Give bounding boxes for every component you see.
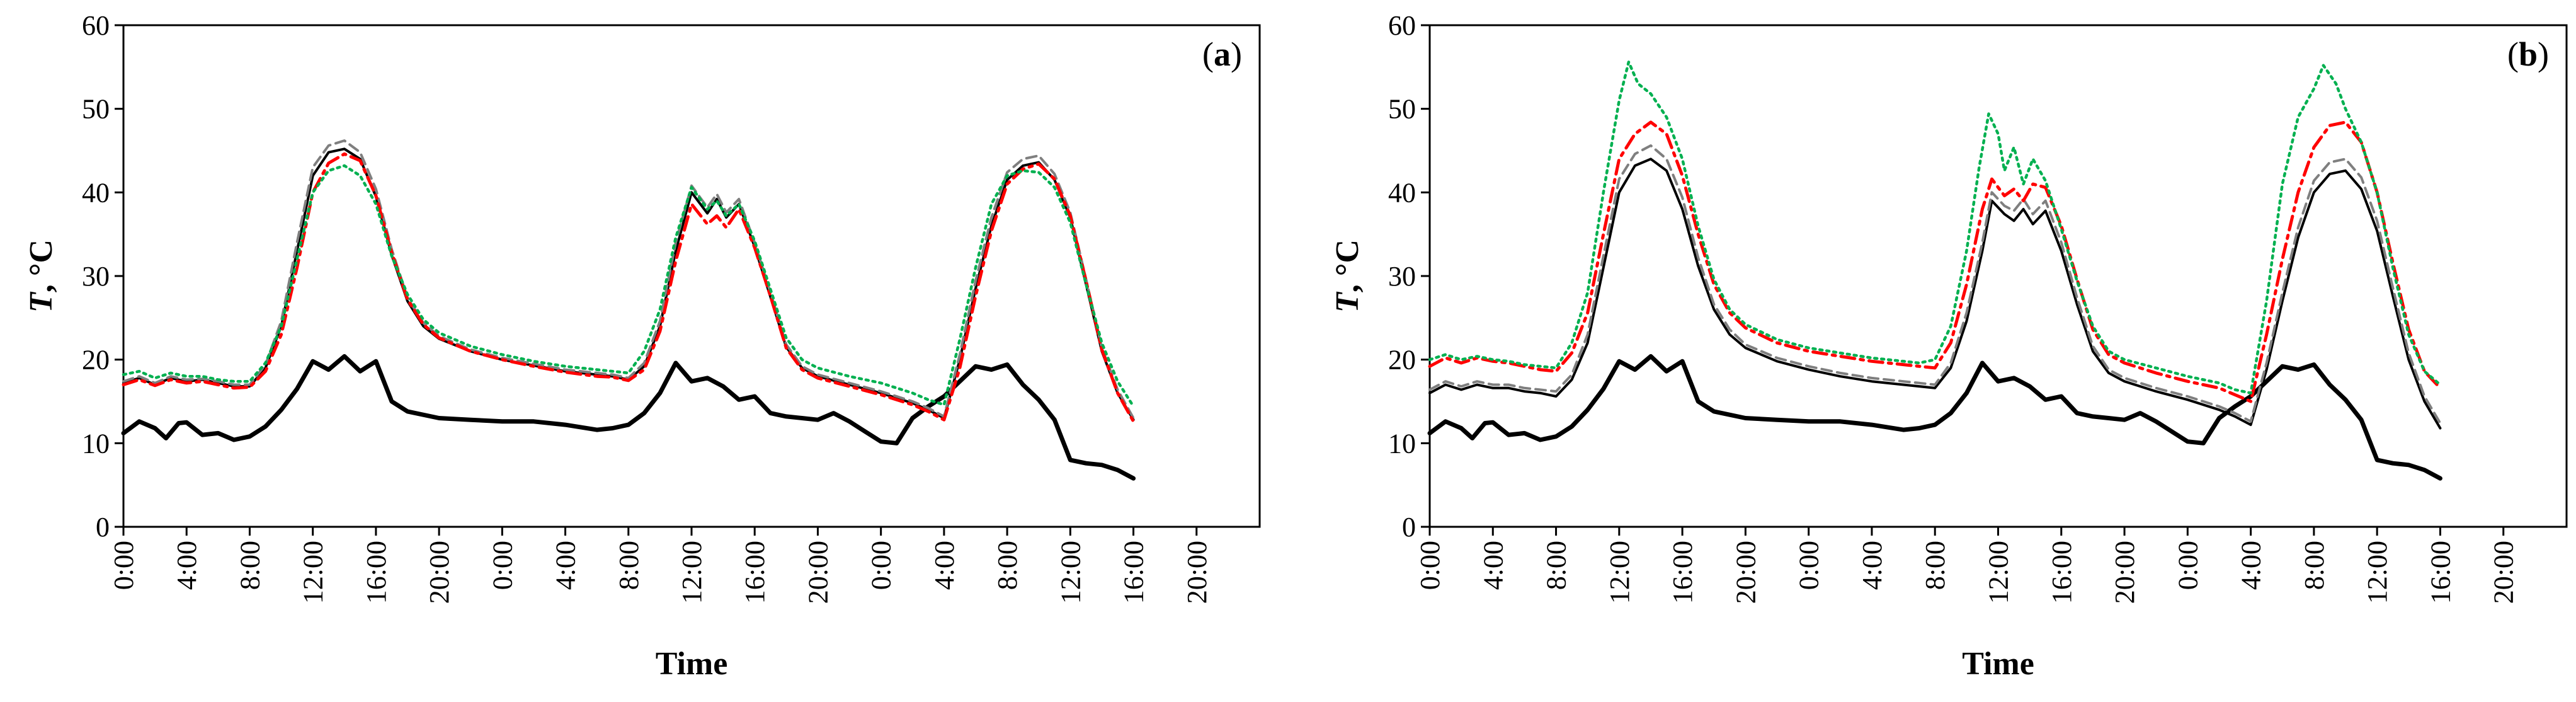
x-tick-label: 20:00 (2488, 541, 2519, 604)
y-axis-title: T, °C (23, 239, 59, 313)
x-tick-label: 8:00 (234, 541, 265, 590)
x-tick-label: 8:00 (2299, 541, 2330, 590)
panel-label: (b) (2507, 35, 2549, 73)
x-tick-label: 4:00 (929, 541, 960, 590)
x-tick-label: 12:00 (2362, 541, 2393, 604)
panel-label-open: ( (2507, 35, 2519, 73)
panel-label-open: ( (1202, 35, 1214, 73)
series-line-series-black (122, 147, 1135, 422)
x-axis-title: Time (1962, 646, 2034, 682)
panel-label-letter: b (2519, 35, 2538, 73)
x-tick-label: 0:00 (1794, 541, 1825, 590)
panel-label-close: ) (2538, 35, 2549, 73)
y-tick-label: 60 (82, 10, 110, 41)
y-axis-symbol: T (1330, 291, 1365, 313)
y-tick-label: 10 (1388, 428, 1416, 459)
x-tick-label: 16:00 (361, 541, 392, 604)
series-line-series-green (1428, 60, 2442, 394)
x-tick-label: 12:00 (1604, 541, 1635, 604)
y-tick-label: 0 (1402, 512, 1416, 543)
x-tick-label: 0:00 (1415, 541, 1445, 590)
x-tick-label: 20:00 (424, 541, 455, 604)
x-tick-label: 4:00 (171, 541, 202, 590)
x-tick-label: 4:00 (2236, 541, 2267, 590)
x-tick-label: 8:00 (1920, 541, 1951, 590)
series-line-series-green (122, 164, 1135, 408)
x-tick-label: 16:00 (739, 541, 770, 604)
y-axis-title: T, °C (1330, 239, 1365, 313)
x-tick-label: 8:00 (613, 541, 644, 590)
panel-a: 0 10 20 30 40 50 60 0:00 4:00 8:00 12:00 16:00 20:00… (23, 10, 1261, 682)
y-tick-label: 30 (82, 261, 110, 292)
series-line-series-black (1428, 158, 2442, 430)
x-tick-label: 16:00 (2425, 541, 2456, 604)
y-tick-label: 30 (1388, 261, 1416, 292)
y-tick-label: 50 (82, 94, 110, 125)
x-tick-label: 4:00 (1478, 541, 1508, 590)
x-tick-label: 20:00 (2109, 541, 2140, 604)
x-tick-label: 16:00 (1119, 541, 1149, 604)
y-axis-unit: , °C (1330, 239, 1365, 292)
x-tick-label: 4:00 (550, 541, 581, 590)
series-line-series-grey (122, 139, 1135, 420)
series-line-ambient (121, 354, 1136, 481)
x-tick-label: 20:00 (1182, 541, 1212, 604)
x-tick-label: 12:00 (676, 541, 707, 604)
panel-b: 0 10 20 30 40 50 60 0:00 4:00 8:00 12:00 16:00 20:00… (1330, 10, 2568, 682)
y-tick-label: 50 (1388, 94, 1416, 125)
x-tick-label: 8:00 (992, 541, 1023, 590)
x-tick-label: 16:00 (1667, 541, 1698, 604)
x-tick-label: 12:00 (1055, 541, 1086, 604)
series-line-series-red (122, 152, 1136, 423)
x-tick-label: 0:00 (866, 541, 897, 590)
x-tick-label: 20:00 (802, 541, 833, 604)
y-axis-unit: , °C (23, 239, 59, 292)
panel-label: (a) (1202, 35, 1242, 73)
x-tick-label: 16:00 (2046, 541, 2077, 604)
x-tick-label: 20:00 (1730, 541, 1761, 604)
x-tick-label: 0:00 (108, 541, 139, 590)
y-tick-label: 40 (82, 177, 110, 208)
x-tick-label: 0:00 (2172, 541, 2203, 590)
y-tick-label: 20 (82, 345, 110, 376)
panel-label-close: ) (1231, 35, 1242, 73)
y-tick-label: 40 (1388, 177, 1416, 208)
y-tick-label: 10 (82, 428, 110, 459)
y-axis-symbol: T (23, 291, 59, 313)
series-line-ambient (1427, 354, 2442, 481)
x-tick-label: 8:00 (1541, 541, 1572, 590)
x-tick-label: 12:00 (1983, 541, 2014, 604)
series-line-series-grey (1428, 144, 2442, 425)
x-axis-title: Time (656, 646, 728, 682)
panel-label-letter: a (1214, 35, 1231, 73)
x-tick-label: 0:00 (487, 541, 518, 590)
series-line-series-red (1428, 120, 2442, 403)
y-tick-label: 60 (1388, 10, 1416, 41)
y-tick-label: 20 (1388, 345, 1416, 376)
x-tick-label: 12:00 (298, 541, 329, 604)
x-tick-label: 4:00 (1857, 541, 1888, 590)
y-tick-label: 0 (96, 512, 110, 543)
